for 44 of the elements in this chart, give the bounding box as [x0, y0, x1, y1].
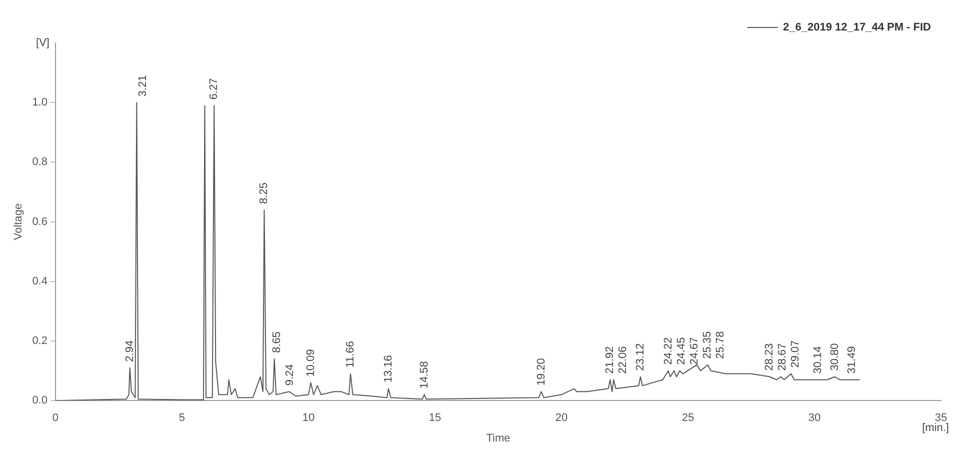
annotation: 3.21 [136, 75, 149, 97]
annotation: 23.12 [634, 343, 646, 371]
x-tick-label: 25 [682, 412, 694, 424]
y-tick-label: 0.2 [32, 335, 48, 348]
annotation: 25.78 [714, 331, 726, 359]
annotation: 8.65 [271, 331, 284, 353]
annotation: 8.25 [258, 182, 270, 204]
y-axis-title: Voltage [12, 203, 25, 240]
annotation: 21.92 [604, 346, 616, 374]
annotation: 30.80 [828, 343, 841, 371]
annotation: 25.35 [701, 331, 714, 359]
x-tick-label: 20 [555, 412, 568, 424]
x-tick-label: 35 [934, 412, 948, 424]
y-tick-label: 0.8 [32, 156, 48, 168]
annotation: 29.07 [790, 340, 802, 368]
x-axis-title: Time [486, 432, 510, 444]
annotation: 30.14 [812, 346, 824, 374]
annotation: 13.16 [382, 355, 394, 383]
y-tick-label: 1.0 [32, 96, 48, 109]
annotation: 28.67 [776, 343, 789, 371]
annotation: 28.23 [764, 343, 776, 371]
annotation: 22.06 [617, 346, 630, 374]
x-tick-label: 15 [428, 412, 442, 424]
y-tick-label: 0.6 [32, 216, 48, 228]
annotation: 14.58 [418, 361, 430, 389]
annotation: 24.67 [688, 337, 700, 365]
y-tick-label: 0.4 [32, 275, 48, 288]
x-tick-label: 10 [302, 412, 315, 424]
legend-label: 2_6_2019 12_17_44 PM - FID [783, 22, 932, 34]
y-tick-label: 0.0 [32, 394, 48, 407]
annotation: 10.09 [304, 349, 317, 377]
annotation: 19.20 [535, 358, 548, 386]
text: [min.] [922, 422, 949, 434]
x-tick-label: 30 [808, 412, 821, 424]
x-tick-label: 5 [178, 412, 186, 424]
annotation: 24.22 [662, 337, 674, 365]
x-tick-label: 0 [52, 412, 59, 424]
annotation: 9.24 [284, 364, 296, 386]
annotation: 2.94 [124, 340, 136, 362]
annotation: 11.66 [344, 341, 357, 368]
text: [V] [36, 37, 50, 50]
annotation: 24.45 [675, 337, 688, 365]
annotation: 6.27 [208, 78, 220, 100]
annotation: 31.49 [846, 346, 858, 374]
